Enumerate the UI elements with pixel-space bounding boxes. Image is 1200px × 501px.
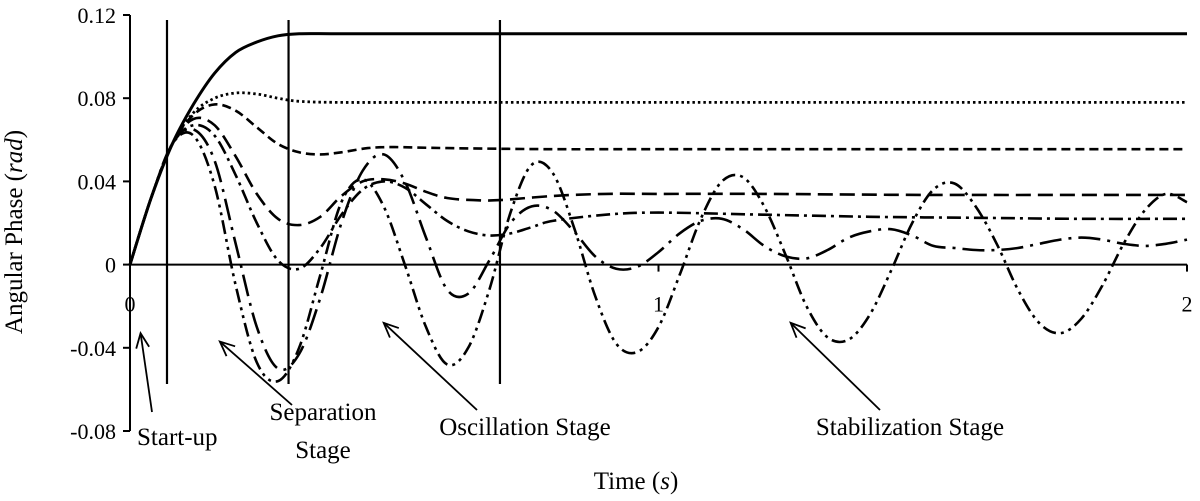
series-line-long-dash-dot xyxy=(128,127,1188,372)
annotation-label: Separation Stage xyxy=(270,399,377,464)
stage-annotations: Start-up Separation Stage Oscillation Stage… xyxy=(135,321,1004,464)
annotation-arrow-shaft xyxy=(383,322,478,411)
y-tick-label: -0.04 xyxy=(70,336,116,361)
annotation-label: Stabilization Stage xyxy=(816,414,1004,441)
y-tick-label: 0.08 xyxy=(78,86,117,111)
series-line-solid xyxy=(128,32,1187,266)
y-tick-label: 0 xyxy=(105,253,116,278)
series-line-dash-dot xyxy=(128,123,1188,271)
y-axis-ticks: 0.12 0.08 0.04 0 -0.04 -0.08 xyxy=(70,3,130,444)
series-line-dashed xyxy=(128,103,1187,265)
annotation-arrow-shaft xyxy=(219,340,293,406)
annotation-arrow-shaft xyxy=(789,322,881,411)
x-axis-ticks: 0 1 2 xyxy=(125,264,1193,317)
y-tick-label: -0.08 xyxy=(70,419,116,444)
series-line-dash-dot-dot xyxy=(128,131,1188,383)
y-axis-title: Angular Phase (rad) xyxy=(1,130,28,334)
series-line-long-dash xyxy=(128,116,1188,265)
x-tick-label: 2 xyxy=(1182,292,1193,317)
x-axis-title: Time (s) xyxy=(594,468,679,495)
annotation-arrow-head xyxy=(135,331,150,349)
annotation-label: Oscillation Stage xyxy=(439,414,611,441)
annotation-arrow-head xyxy=(218,340,236,357)
annotation-arrow-head xyxy=(789,321,806,339)
annotation-arrow-head xyxy=(382,321,400,338)
stage-boundary-lines xyxy=(165,20,502,384)
axes: 0.12 0.08 0.04 0 -0.04 -0.08 0 1 2 xyxy=(70,3,1192,444)
series-group xyxy=(128,32,1188,383)
annotation-label: Start-up xyxy=(137,424,218,451)
annotation-arrow-shaft xyxy=(139,333,153,413)
x-tick-label: 1 xyxy=(653,292,664,317)
y-tick-label: 0.04 xyxy=(78,169,117,194)
x-tick-label: 0 xyxy=(125,292,136,317)
series-line-dotted xyxy=(128,91,1187,266)
y-tick-label: 0.12 xyxy=(78,3,117,28)
